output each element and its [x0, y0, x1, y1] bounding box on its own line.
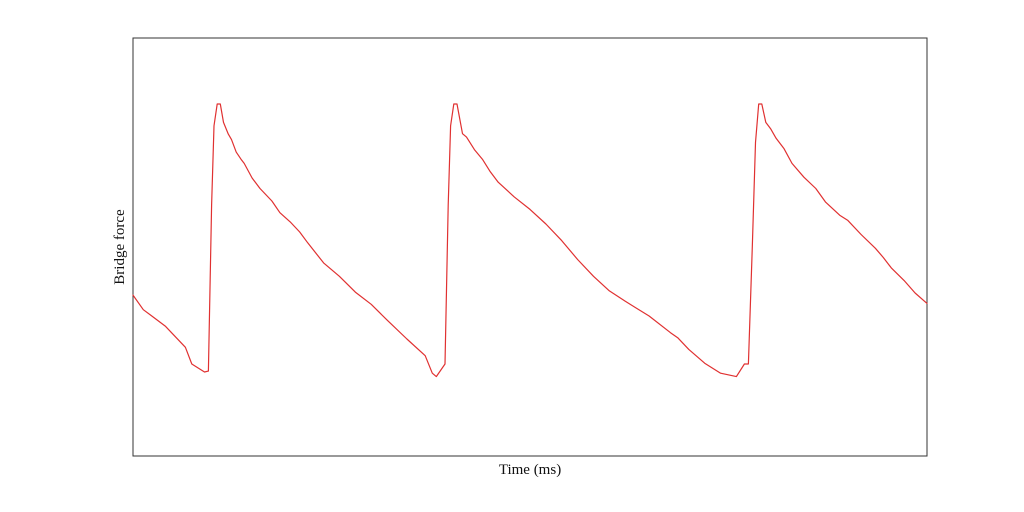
series-line-1 — [132, 103, 928, 378]
plot-frame — [132, 37, 928, 457]
series-layer — [132, 103, 928, 378]
x-axis-label: Time (ms) — [499, 462, 561, 478]
y-axis-label: Bridge force — [112, 209, 128, 285]
